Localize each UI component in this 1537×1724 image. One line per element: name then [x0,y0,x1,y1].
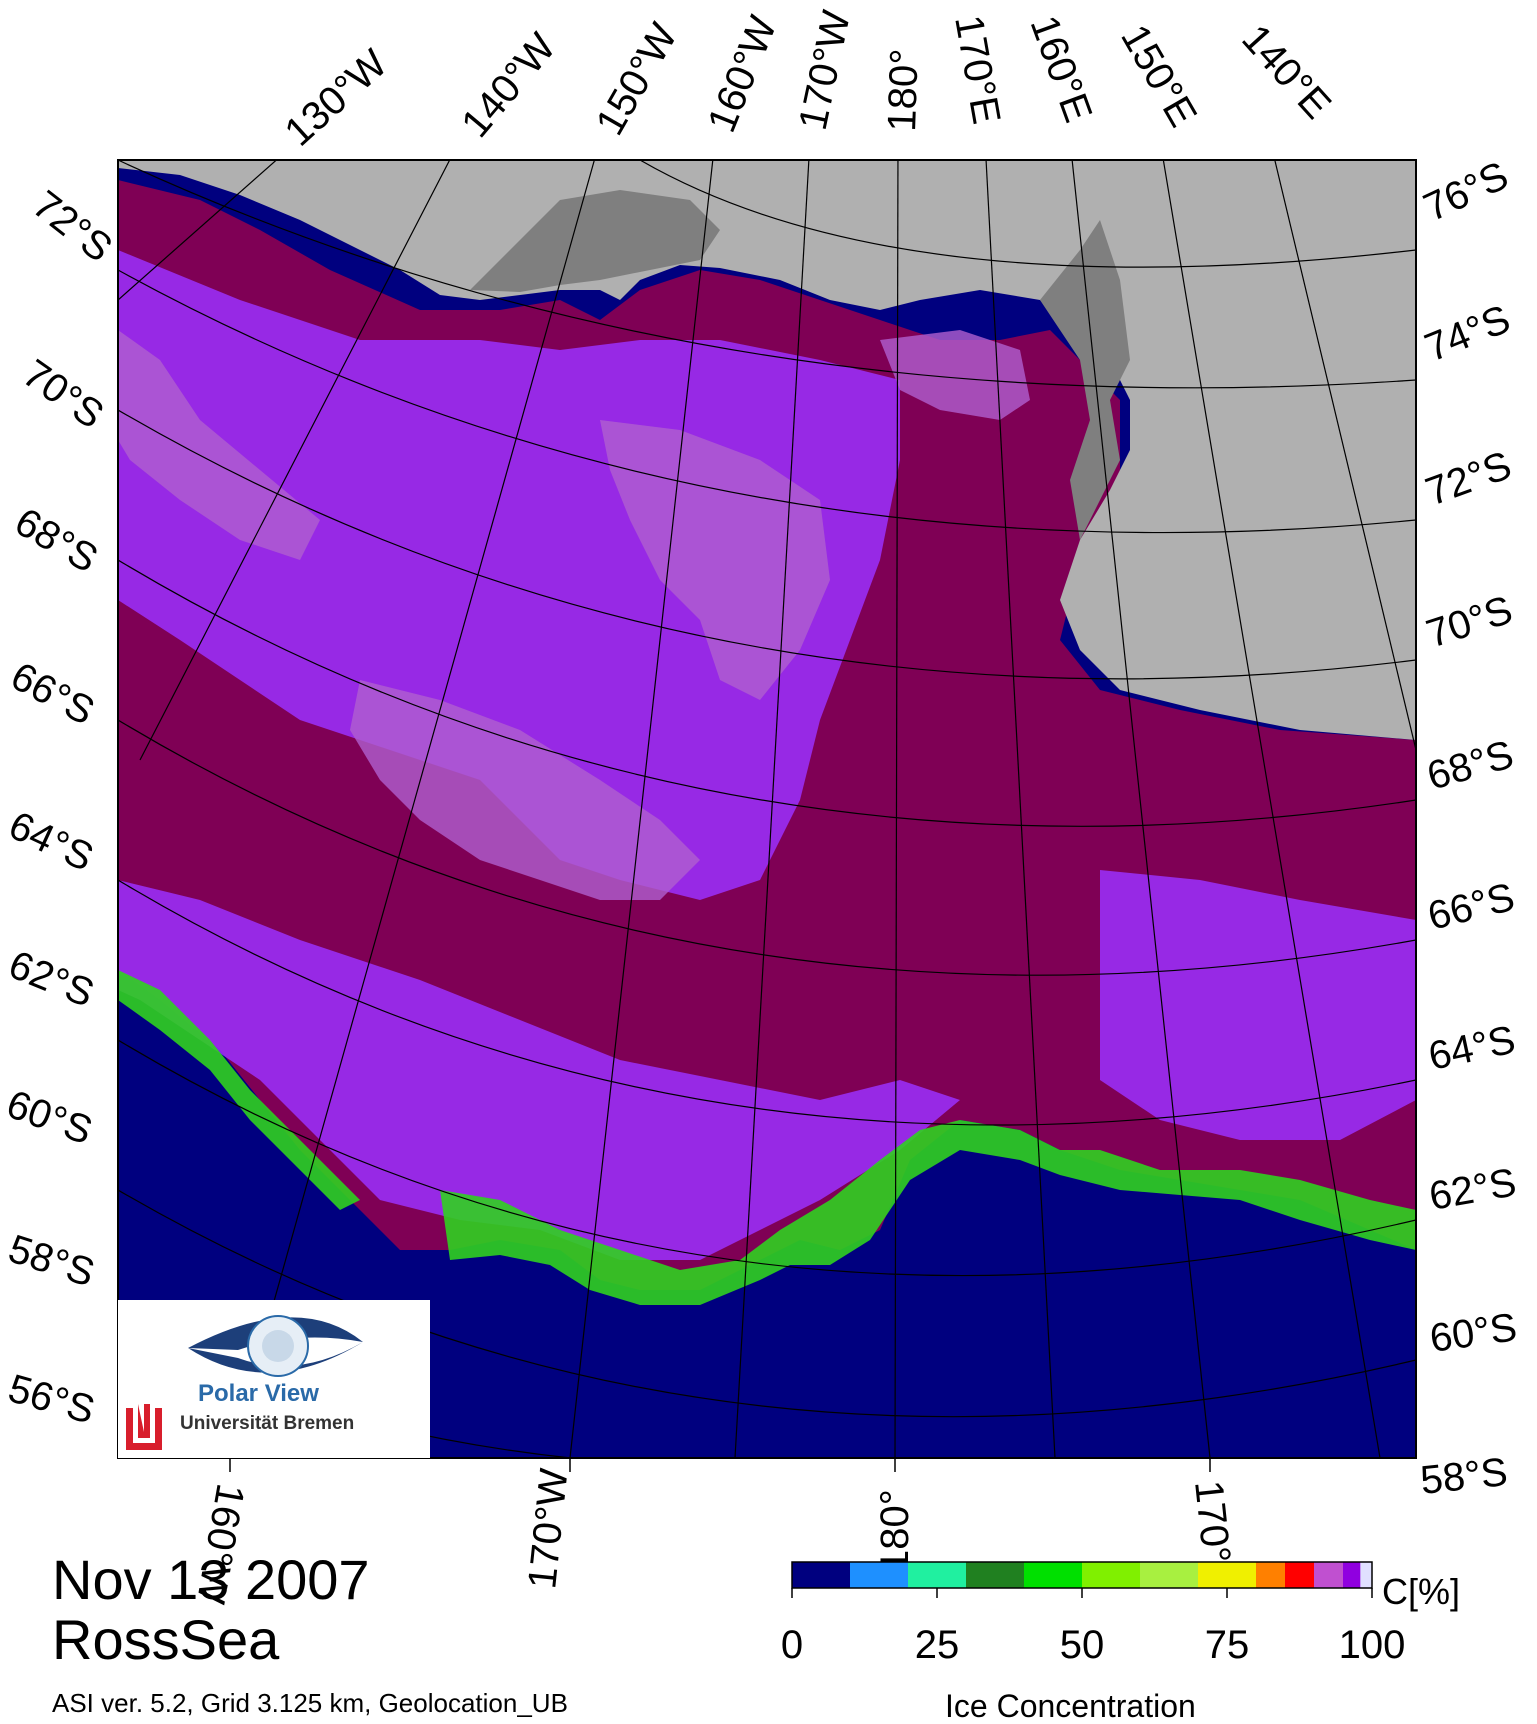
lon-label: 170° [1186,1478,1238,1565]
colorbar-tick-label: 100 [1338,1623,1406,1667]
sea-ice-low-concentration [118,330,1030,900]
lat-label: 62°S [3,943,100,1016]
lat-label: 66°S [4,654,102,734]
lon-label: 140°E [1233,17,1339,128]
lat-label: 72°S [1420,443,1517,514]
lat-label: 74°S [1419,297,1516,370]
eye-logo-icon [126,1315,363,1450]
lon-label: 170°W [791,7,859,134]
lat-label: 76°S [1417,153,1515,230]
lat-label: 60°S [1427,1305,1519,1361]
colorbar-bin [1198,1562,1227,1588]
colorbar-bin [1082,1562,1140,1588]
map-date: Nov 13 2007 [52,1548,370,1611]
lat-label: 64°S [1425,1018,1519,1079]
lon-label: 150°W [588,16,686,143]
map-info: ASI ver. 5.2, Grid 3.125 km, Geolocation… [52,1688,568,1718]
colorbar-bin [966,1562,1024,1588]
colorbar-tick-label: 50 [1059,1623,1105,1667]
lat-label: 62°S [1426,1160,1519,1218]
colorbar-bin [1343,1562,1361,1588]
lon-label: 170°E [946,12,1008,127]
colorbar-bin [850,1562,908,1588]
graticule [118,160,1416,1458]
ice-shelf-shadow [470,190,1130,540]
colorbar-bin [908,1562,966,1588]
map-frame [117,159,1417,1459]
colorbar-bin [1024,1562,1082,1588]
lat-label: 56°S [4,1366,100,1432]
logo-subtitle: Universität Bremen [180,1413,355,1434]
colorbar [791,1561,1373,1598]
lat-label: 68°S [1422,732,1518,798]
lon-label: 140°W [453,25,564,146]
colorbar-bin [792,1562,850,1588]
lat-label: 70°S [15,351,112,437]
lon-label: 170°W [520,1466,576,1591]
lon-label: 160°E [1022,10,1101,128]
top-longitude-labels: 130°W 140°W 150°W 160°W 170°W 180° 170°E… [277,7,1340,155]
lon-label: 180° [873,1489,917,1572]
sea-ice-mid-concentration [118,250,1416,1260]
lat-label: 64°S [2,803,100,880]
colorbar-tick-label: 25 [914,1623,960,1667]
colorbar-tick-label: 0 [780,1623,804,1667]
colorbar-bin [1285,1562,1314,1588]
colorbar-bin [1140,1562,1198,1588]
lat-label: 58°S [3,1227,100,1296]
colorbar-bin [1314,1562,1343,1588]
lat-label: 66°S [1424,875,1519,939]
lat-label: 70°S [1421,588,1518,657]
lat-label: 72°S [24,182,120,270]
colorbar-bin [1360,1562,1372,1588]
left-latitude-labels: 72°S 70°S 68°S 66°S 64°S 62°S 60°S 58°S … [1,182,120,1432]
lon-label: 130°W [277,41,396,154]
colorbar-tick-label: 75 [1204,1623,1250,1667]
logo-title: Polar View [198,1380,319,1407]
colorbar-unit: C[%] [1382,1571,1461,1612]
lon-label: 150°E [1112,18,1205,135]
lon-label: 180° [880,48,927,132]
colorbar-bin [1227,1562,1256,1588]
lat-label: 60°S [1,1082,98,1153]
colorbar-title: Ice Concentration [945,1688,1196,1724]
lon-label: 160°W [700,10,786,138]
polar-view-logo: Polar View Universität Bremen [118,1300,430,1458]
map-region: RossSea [52,1608,280,1671]
axis-ticks [229,1458,1211,1472]
right-latitude-labels: 76°S 74°S 72°S 70°S 68°S 66°S 64°S 62°S … [1417,153,1519,1503]
map-area [118,160,1416,1458]
lat-label: 58°S [1418,1450,1509,1503]
lat-label: 68°S [8,500,105,582]
colorbar-bin [1256,1562,1285,1588]
